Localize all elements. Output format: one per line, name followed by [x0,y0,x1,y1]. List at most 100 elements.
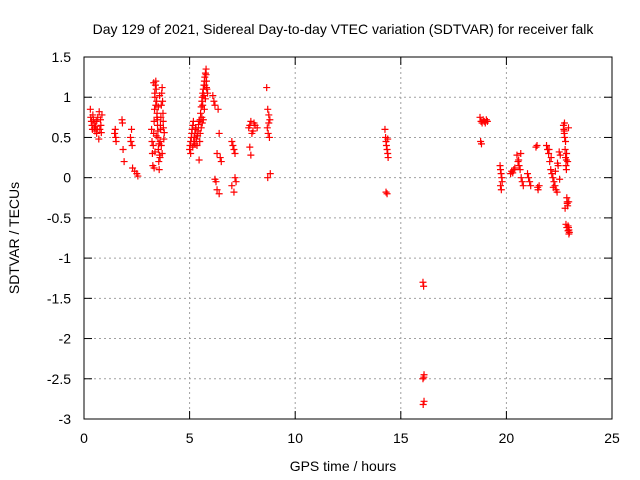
data-point [564,227,572,235]
data-point [547,154,555,162]
chart-title: Day 129 of 2021, Sidereal Day-to-day VTE… [93,21,595,37]
y-tick-label: 1 [63,89,71,105]
data-point [156,154,164,162]
data-point [264,105,272,113]
data-point [517,150,525,158]
data-point [266,116,274,124]
data-point [159,109,167,117]
data-point [419,278,427,286]
data-point [97,121,105,129]
data-point [112,137,120,145]
x-tick-label: 5 [186,430,194,446]
data-point [263,84,271,92]
data-point [519,182,527,190]
data-point [86,105,94,113]
data-point [151,89,159,97]
data-point [564,158,572,166]
data-point [156,92,164,100]
data-point [535,182,543,190]
data-point [150,164,158,172]
y-tick-label: -3 [59,411,72,427]
data-point [95,135,103,143]
data-point [215,129,223,137]
x-tick-label: 0 [80,430,88,446]
data-point [158,84,166,92]
data-point [265,119,273,127]
data-point [160,129,168,137]
data-point [96,125,104,133]
data-point [560,119,568,127]
data-point [153,97,161,105]
data-point [563,199,571,207]
data-point [545,146,553,154]
data-points [86,65,573,409]
data-point [210,97,218,105]
data-point [127,137,135,145]
data-point [195,117,203,125]
data-point [382,188,390,196]
data-point [211,101,219,109]
y-tick-label: 0 [63,170,71,186]
data-point [199,101,207,109]
data-point [509,169,517,177]
data-point [383,146,391,154]
data-point [526,178,534,186]
data-point [228,137,236,145]
data-point [119,146,127,154]
data-point [212,178,220,186]
data-point [213,150,221,158]
data-point [246,143,254,151]
data-point [551,167,559,175]
y-tick-label: -2.5 [47,371,71,387]
data-point [551,182,559,190]
data-point [514,158,522,166]
data-point [158,150,166,158]
data-point [549,183,557,191]
data-point [229,141,237,149]
data-point [230,188,238,196]
data-point [532,143,540,151]
data-point [134,172,142,180]
data-point [230,146,238,154]
data-point [561,204,569,212]
data-point [201,69,209,77]
data-point [266,170,274,178]
data-point [524,170,532,178]
data-point [148,125,156,133]
data-point [534,183,542,191]
data-point [548,170,556,178]
data-point [151,105,159,113]
data-point [562,156,570,164]
data-point [264,174,272,182]
plot-frame [83,56,613,420]
data-point [556,151,564,159]
data-point [148,137,156,145]
data-point [187,150,195,158]
data-point [195,156,203,164]
data-point [204,89,212,97]
data-point [228,182,236,190]
data-point [191,140,199,148]
x-tick-labels: 0 5 10 15 20 25 [80,430,620,446]
data-point [200,105,208,113]
data-point [150,117,158,125]
data-point [560,127,568,135]
y-tick-labels: 1.5 1 0.5 0 -0.5 -1 -1.5 -2 -2.5 -3 [47,49,71,427]
x-tick-label: 20 [499,430,515,446]
data-point [155,158,163,166]
data-point [156,121,164,129]
y-tick-label: 1.5 [52,49,72,65]
data-point [527,182,535,190]
data-point [543,141,551,149]
data-point [561,146,569,154]
data-point [497,186,505,194]
data-point [247,117,255,125]
data-point [154,127,162,135]
data-point [193,132,201,140]
data-point [420,397,428,405]
x-tick-label: 25 [604,430,620,446]
data-point [561,133,569,141]
data-point [97,129,105,137]
data-point [482,116,490,124]
